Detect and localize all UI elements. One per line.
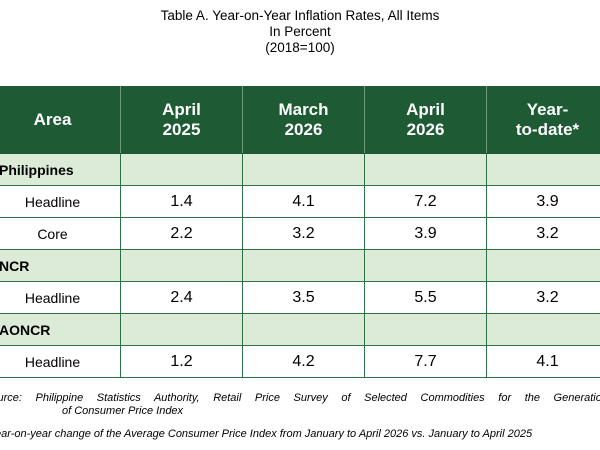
table-row: Headline 1.2 4.2 7.7 4.1: [0, 345, 600, 378]
cell-march-2026: 3.2: [242, 217, 365, 250]
cell-april-2026: 5.5: [364, 281, 487, 314]
footnote: *Year-on-year change of the Average Cons…: [0, 428, 533, 440]
cell-april-2025: 2.4: [120, 281, 243, 314]
cell-march-2026: 4.1: [242, 185, 365, 218]
table-title: Table A. Year-on-Year Inflation Rates, A…: [160, 8, 440, 23]
row-label: Headline: [0, 281, 121, 314]
group-label: AONCR: [0, 313, 121, 346]
table-caption: Table A. Year-on-Year Inflation Rates, A…: [0, 8, 600, 56]
inflation-table: Area April 2025 March 2026 April 2026 Year-…: [0, 86, 600, 378]
cell-april-2026: 3.9: [364, 217, 487, 250]
group-label: NCR: [0, 249, 121, 282]
cell-april-2026: 7.7: [364, 345, 487, 378]
cell-april-2025: 1.4: [120, 185, 243, 218]
group-row-philippines: Philippines: [0, 153, 600, 186]
cell-year-to-date: 4.1: [486, 345, 600, 378]
header-row: Area April 2025 March 2026 April 2026 Year-…: [0, 86, 600, 154]
table-row: Headline 1.4 4.1 7.2 3.9: [0, 185, 600, 218]
cell-march-2026: 4.2: [242, 345, 365, 378]
header-april-2025: April 2025: [120, 86, 243, 154]
row-label: Core: [0, 217, 121, 250]
row-label: Headline: [0, 185, 121, 218]
header-year-to-date: Year-to-date*: [486, 86, 600, 154]
source-note-continued: of Consumer Price Index: [62, 405, 184, 417]
table-base-year: (2018=100): [265, 40, 335, 55]
header-april-2026: April 2026: [364, 86, 487, 154]
header-area: Area: [0, 86, 121, 154]
header-march-2026: March 2026: [242, 86, 365, 154]
row-label: Headline: [0, 345, 121, 378]
cell-year-to-date: 3.2: [486, 281, 600, 314]
table-row: Headline 2.4 3.5 5.5 3.2: [0, 281, 600, 314]
cell-year-to-date: 3.2: [486, 217, 600, 250]
cell-march-2026: 3.5: [242, 281, 365, 314]
group-label: Philippines: [0, 153, 121, 186]
group-row-aoncr: AONCR: [0, 313, 600, 346]
cell-year-to-date: 3.9: [486, 185, 600, 218]
table-row: Core 2.2 3.2 3.9 3.2: [0, 217, 600, 250]
cell-april-2025: 2.2: [120, 217, 243, 250]
group-row-ncr: NCR: [0, 249, 600, 282]
table-unit: In Percent: [269, 24, 331, 39]
source-note: Source: Philippine Statistics Authority,…: [0, 392, 600, 404]
cell-april-2026: 7.2: [364, 185, 487, 218]
cell-april-2025: 1.2: [120, 345, 243, 378]
